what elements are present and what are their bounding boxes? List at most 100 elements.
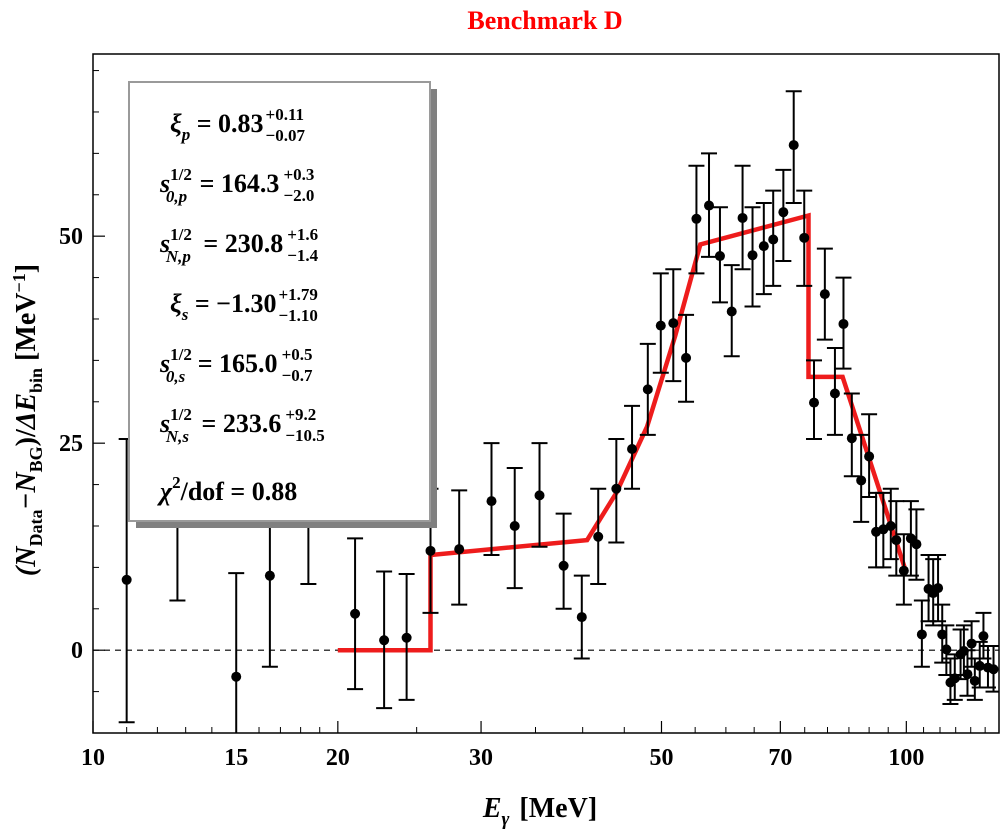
data-marker: [726, 306, 737, 317]
data-marker: [819, 289, 830, 300]
data-marker: [838, 318, 849, 329]
x-axis-symbol: E: [482, 793, 502, 824]
x-axis-unit: [MeV]: [519, 793, 597, 824]
y-label-bracket: ]: [11, 264, 42, 273]
y-tick-label: 25: [59, 431, 83, 457]
data-marker: [885, 520, 896, 531]
legend-entry-text: ξs = −1.30: [170, 289, 276, 324]
data-point: [652, 272, 669, 374]
data-marker: [933, 583, 944, 594]
data-marker: [264, 570, 275, 581]
data-point: [506, 467, 523, 590]
x-tick-label: 70: [768, 745, 792, 771]
data-marker: [691, 213, 702, 224]
x-tick-label: 20: [326, 745, 350, 771]
data-marker: [911, 539, 922, 550]
legend-entry: s1/2 N,s = 233.6 +9.2 −10.5: [159, 405, 325, 446]
legend-uncertainty-up: +1.79: [278, 285, 317, 304]
data-point: [826, 346, 843, 436]
x-axis-label: Eγ [MeV]: [482, 793, 597, 830]
data-marker: [974, 660, 985, 671]
x-tick-label: 30: [469, 745, 493, 771]
data-point: [678, 313, 695, 403]
data-marker: [937, 629, 948, 640]
data-point: [755, 202, 772, 296]
legend-symbol: s: [159, 349, 170, 378]
data-marker: [941, 644, 952, 655]
data-marker: [627, 443, 638, 454]
data-point: [701, 152, 718, 258]
data-marker: [611, 483, 622, 494]
data-marker: [231, 671, 242, 682]
y-label-delta-e: ΔE: [11, 393, 42, 430]
legend-background: [128, 81, 431, 522]
legend-symbol: s: [159, 169, 170, 198]
y-label-unit-exp: −1: [9, 273, 29, 292]
data-point: [985, 645, 999, 693]
data-point: [688, 164, 705, 275]
legend-entry: s1/2 N,p = 230.8 +1.6 −1.4: [159, 225, 319, 266]
legend-entry: s1/2 0,p = 164.3 +0.3 −2.0: [159, 165, 314, 206]
legend-symbol: ξ: [170, 289, 182, 318]
y-tick-label: 0: [71, 638, 83, 664]
data-marker: [534, 490, 545, 501]
legend-entry: ξp = 0.83 +0.11 −0.07: [170, 105, 305, 145]
data-marker: [121, 574, 132, 585]
chi2-dof: /dof = 0.88: [180, 477, 298, 506]
data-point: [451, 489, 468, 606]
y-label-minus-n: −N: [11, 471, 42, 510]
data-marker: [655, 320, 666, 331]
legend-entry-text: s1/2 0,s = 165.0: [159, 345, 278, 386]
ticks-layer: 10 15 20 30 50 70 100 0 25 50: [59, 70, 1000, 771]
legend-uncertainty-down: −1.10: [278, 306, 317, 325]
data-marker: [916, 629, 927, 640]
data-point: [711, 206, 728, 304]
data-point: [624, 404, 641, 490]
data-marker: [768, 234, 779, 245]
data-point: [895, 533, 912, 606]
data-marker: [898, 565, 909, 576]
legend-sup: 1/2: [170, 345, 192, 364]
x-axis-subscript: γ: [502, 809, 510, 830]
legend-sub: 0,p: [166, 187, 187, 206]
data-point: [853, 433, 870, 523]
chart-title: Benchmark D: [467, 6, 622, 35]
data-marker: [509, 520, 520, 531]
data-marker: [978, 631, 989, 642]
data-marker: [737, 212, 748, 223]
data-marker: [891, 535, 902, 546]
legend-value: = 230.8: [197, 229, 283, 258]
legend-uncertainty-down: −10.5: [285, 426, 324, 445]
legend-uncertainty-up: +0.11: [266, 105, 305, 124]
data-marker: [747, 250, 758, 261]
legend-uncertainty-up: +0.3: [283, 165, 314, 184]
plot-frame: [92, 53, 1000, 734]
data-point: [483, 442, 500, 556]
data-marker: [988, 664, 999, 675]
legend-chi2: χ2/dof = 0.88: [157, 473, 297, 506]
data-marker: [969, 675, 980, 686]
x-tick-label: 50: [649, 745, 673, 771]
data-marker: [668, 318, 679, 329]
legend-uncertainty-down: −1.4: [287, 246, 318, 265]
legend-entry: s1/2 0,s = 165.0 +0.5 −0.7: [159, 345, 313, 386]
data-point: [744, 206, 761, 308]
y-axis-label: (NData−NBG)/ΔEbin [MeV−1]: [9, 264, 46, 576]
data-point: [665, 268, 682, 383]
data-marker: [829, 388, 840, 399]
legend-uncertainty-down: −2.0: [283, 186, 314, 205]
legend-entry-text: ξp = 0.83: [170, 109, 264, 144]
legend-value: = 164.3: [193, 169, 279, 198]
data-point: [796, 189, 813, 287]
legend-entry: ξs = −1.30 +1.79 −1.10: [170, 285, 318, 325]
data-marker: [558, 560, 569, 571]
legend-sup: 1/2: [170, 405, 192, 424]
data-marker: [379, 635, 390, 646]
legend-value: = 0.83: [190, 109, 263, 138]
legend-sub: 0,s: [166, 367, 186, 386]
data-point: [555, 512, 572, 610]
data-point: [888, 500, 905, 577]
data-marker: [454, 544, 465, 555]
